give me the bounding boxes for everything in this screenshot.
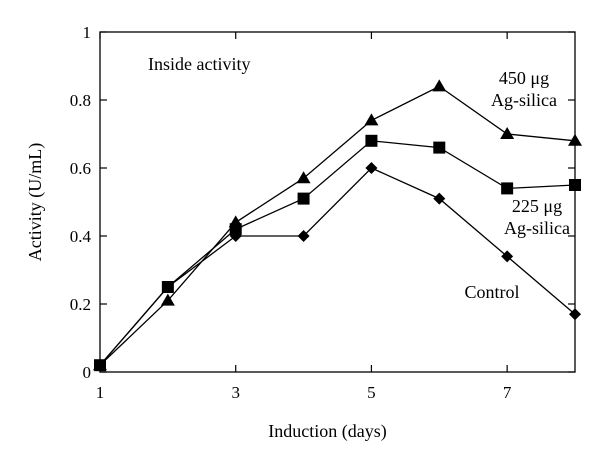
- y-tick-label: 0.8: [70, 91, 91, 110]
- data-point-diamond: [229, 230, 242, 242]
- series-line-diamond: [99, 167, 576, 366]
- annotation-text: Ag-silica: [491, 90, 557, 110]
- x-axis-title: Induction (days): [268, 421, 386, 442]
- data-point-diamond: [161, 281, 174, 293]
- plot-frame: [99, 31, 576, 373]
- data-point-triangle: [500, 127, 515, 139]
- x-tick-label: 1: [96, 383, 105, 402]
- data-point-square: [365, 134, 378, 147]
- x-tick-label: 5: [367, 383, 376, 402]
- data-point-square: [433, 141, 446, 154]
- y-tick-label: 0.4: [70, 227, 92, 246]
- data-point-diamond: [569, 308, 581, 321]
- x-tick-label: 3: [231, 383, 240, 402]
- x-tick-label: 7: [503, 383, 512, 402]
- annotation-label-control: Control: [464, 282, 519, 302]
- annotation-text: Control: [464, 282, 519, 302]
- series-line-square: [99, 140, 576, 366]
- data-point-square: [501, 182, 514, 195]
- series-lines: [99, 85, 576, 366]
- data-point-triangle: [296, 171, 311, 184]
- data-point-triangle: [160, 293, 175, 306]
- y-tick-label: 0.2: [70, 295, 91, 314]
- data-point-diamond: [365, 162, 378, 174]
- axes: 1 3 5 7 0 0.2 0.4 0.6 0.8 1 Induction (days) Activi…: [25, 23, 576, 442]
- data-point-square: [229, 223, 242, 236]
- annotation-inside-activity: Inside activity: [148, 54, 250, 74]
- data-point-triangle: [432, 79, 447, 92]
- y-axis-title: Activity (U/mL): [25, 143, 46, 261]
- y-tick-label: 1: [83, 23, 92, 42]
- series-markers: [93, 79, 582, 372]
- data-point-diamond: [501, 250, 514, 263]
- y-tick-label: 0: [83, 363, 92, 382]
- annotation-text: Ag-silica: [504, 218, 570, 238]
- data-point-diamond: [433, 192, 446, 205]
- data-point-square: [297, 192, 310, 205]
- annotation-text: Inside activity: [148, 54, 250, 74]
- data-point-triangle: [364, 113, 379, 126]
- data-point-diamond: [94, 359, 106, 372]
- series-line-triangle: [99, 85, 576, 366]
- y-tick-label: 0.6: [70, 159, 91, 178]
- annotation-text: 450 μg: [499, 68, 549, 88]
- data-point-square: [569, 179, 581, 191]
- data-point-diamond: [297, 230, 310, 242]
- annotation-text: 225 μg: [512, 196, 562, 216]
- data-point-triangle: [568, 133, 582, 146]
